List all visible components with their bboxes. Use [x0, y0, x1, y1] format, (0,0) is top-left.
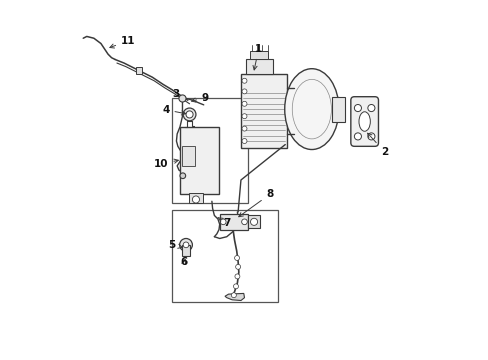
Bar — [219, 214, 247, 230]
Text: 3: 3 — [171, 89, 179, 99]
Text: 7: 7 — [218, 217, 230, 228]
Circle shape — [231, 293, 236, 298]
Circle shape — [179, 95, 185, 102]
Circle shape — [354, 104, 361, 112]
Bar — [246, 59, 272, 74]
Text: 8: 8 — [238, 189, 273, 217]
Text: 6: 6 — [180, 257, 187, 267]
FancyBboxPatch shape — [350, 97, 378, 146]
Bar — [136, 67, 142, 75]
Text: 5: 5 — [168, 239, 182, 249]
Circle shape — [242, 139, 246, 144]
Circle shape — [235, 264, 240, 269]
Circle shape — [185, 111, 193, 118]
Bar — [332, 97, 344, 122]
Circle shape — [242, 78, 246, 83]
Bar — [171, 99, 247, 203]
Bar — [249, 51, 267, 59]
Text: 9: 9 — [191, 93, 209, 103]
Bar — [182, 245, 190, 256]
Text: 1: 1 — [252, 44, 262, 70]
Bar — [180, 127, 219, 194]
Polygon shape — [224, 293, 244, 301]
Circle shape — [242, 101, 246, 106]
Circle shape — [250, 218, 257, 225]
Ellipse shape — [284, 69, 338, 149]
Circle shape — [242, 114, 246, 119]
Circle shape — [180, 173, 185, 179]
Bar — [182, 146, 195, 166]
Text: 4: 4 — [162, 105, 185, 115]
Bar — [188, 193, 203, 203]
Circle shape — [220, 219, 225, 225]
Circle shape — [354, 133, 361, 140]
Circle shape — [183, 108, 196, 121]
Ellipse shape — [358, 112, 369, 131]
Circle shape — [192, 196, 199, 203]
Circle shape — [183, 242, 188, 248]
Circle shape — [367, 104, 374, 112]
Text: 10: 10 — [154, 159, 178, 169]
Circle shape — [234, 274, 240, 279]
Bar — [241, 74, 286, 148]
Circle shape — [367, 133, 374, 140]
Circle shape — [179, 238, 192, 251]
Circle shape — [242, 126, 246, 131]
Circle shape — [242, 89, 246, 94]
Circle shape — [233, 284, 238, 289]
Text: 11: 11 — [110, 36, 135, 48]
Bar — [171, 210, 278, 302]
Text: 2: 2 — [367, 133, 387, 157]
Bar — [247, 215, 260, 228]
Circle shape — [234, 256, 239, 260]
Circle shape — [241, 219, 247, 225]
